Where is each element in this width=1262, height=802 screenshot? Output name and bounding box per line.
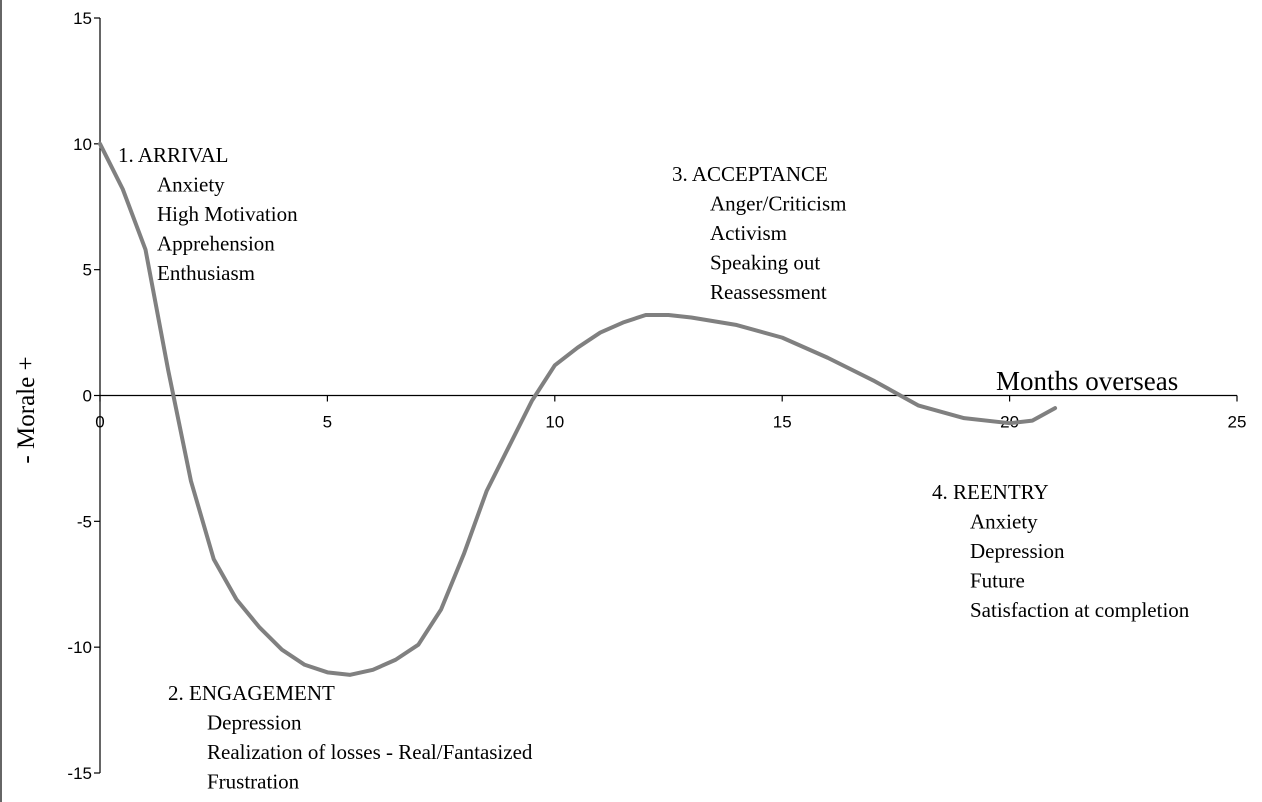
annotation-line: Realization of losses - Real/Fantasized: [207, 740, 533, 764]
annotation-line: Future: [970, 569, 1025, 593]
annotation-line: Anger/Criticism: [710, 192, 846, 216]
annotation-line: Satisfaction at completion: [970, 598, 1190, 622]
y-axis-label: - Morale +: [13, 356, 40, 463]
annotation-line: Speaking out: [710, 251, 820, 275]
annotation-line: Frustration: [207, 770, 300, 794]
y-tick-label: -15: [67, 764, 92, 783]
data-line: [98, 141, 1058, 677]
x-tick-label: 0: [95, 413, 104, 432]
y-tick-label: -5: [77, 512, 92, 531]
annotation-line: Apprehension: [157, 232, 275, 256]
y-tick-label: -10: [67, 638, 92, 657]
y-tick-label: 10: [73, 135, 92, 154]
annotation-line: Anxiety: [157, 173, 225, 197]
x-tick-label: 25: [1228, 413, 1247, 432]
annotation-line: Depression: [970, 539, 1065, 563]
annotation-line: Activism: [710, 221, 787, 245]
y-tick-label: 0: [83, 387, 92, 406]
annotation-line: High Motivation: [157, 202, 298, 226]
annotation-title: 3. ACCEPTANCE: [672, 162, 828, 186]
annotation-title: 1. ARRIVAL: [118, 143, 228, 167]
annotation-title: 2. ENGAGEMENT: [168, 681, 335, 705]
y-tick-label: 15: [73, 9, 92, 28]
annotation-line: Depression: [207, 711, 302, 735]
y-tick-label: 5: [83, 261, 92, 280]
x-axis-label: Months overseas: [996, 366, 1178, 396]
annotation-line: Anxiety: [970, 510, 1038, 534]
x-tick-label: 5: [323, 413, 332, 432]
x-tick-label: 10: [545, 413, 564, 432]
annotation-line: Reassessment: [710, 280, 827, 304]
annotation-line: Enthusiasm: [157, 261, 255, 285]
annotation-title: 4. REENTRY: [932, 480, 1049, 504]
x-tick-label: 15: [773, 413, 792, 432]
